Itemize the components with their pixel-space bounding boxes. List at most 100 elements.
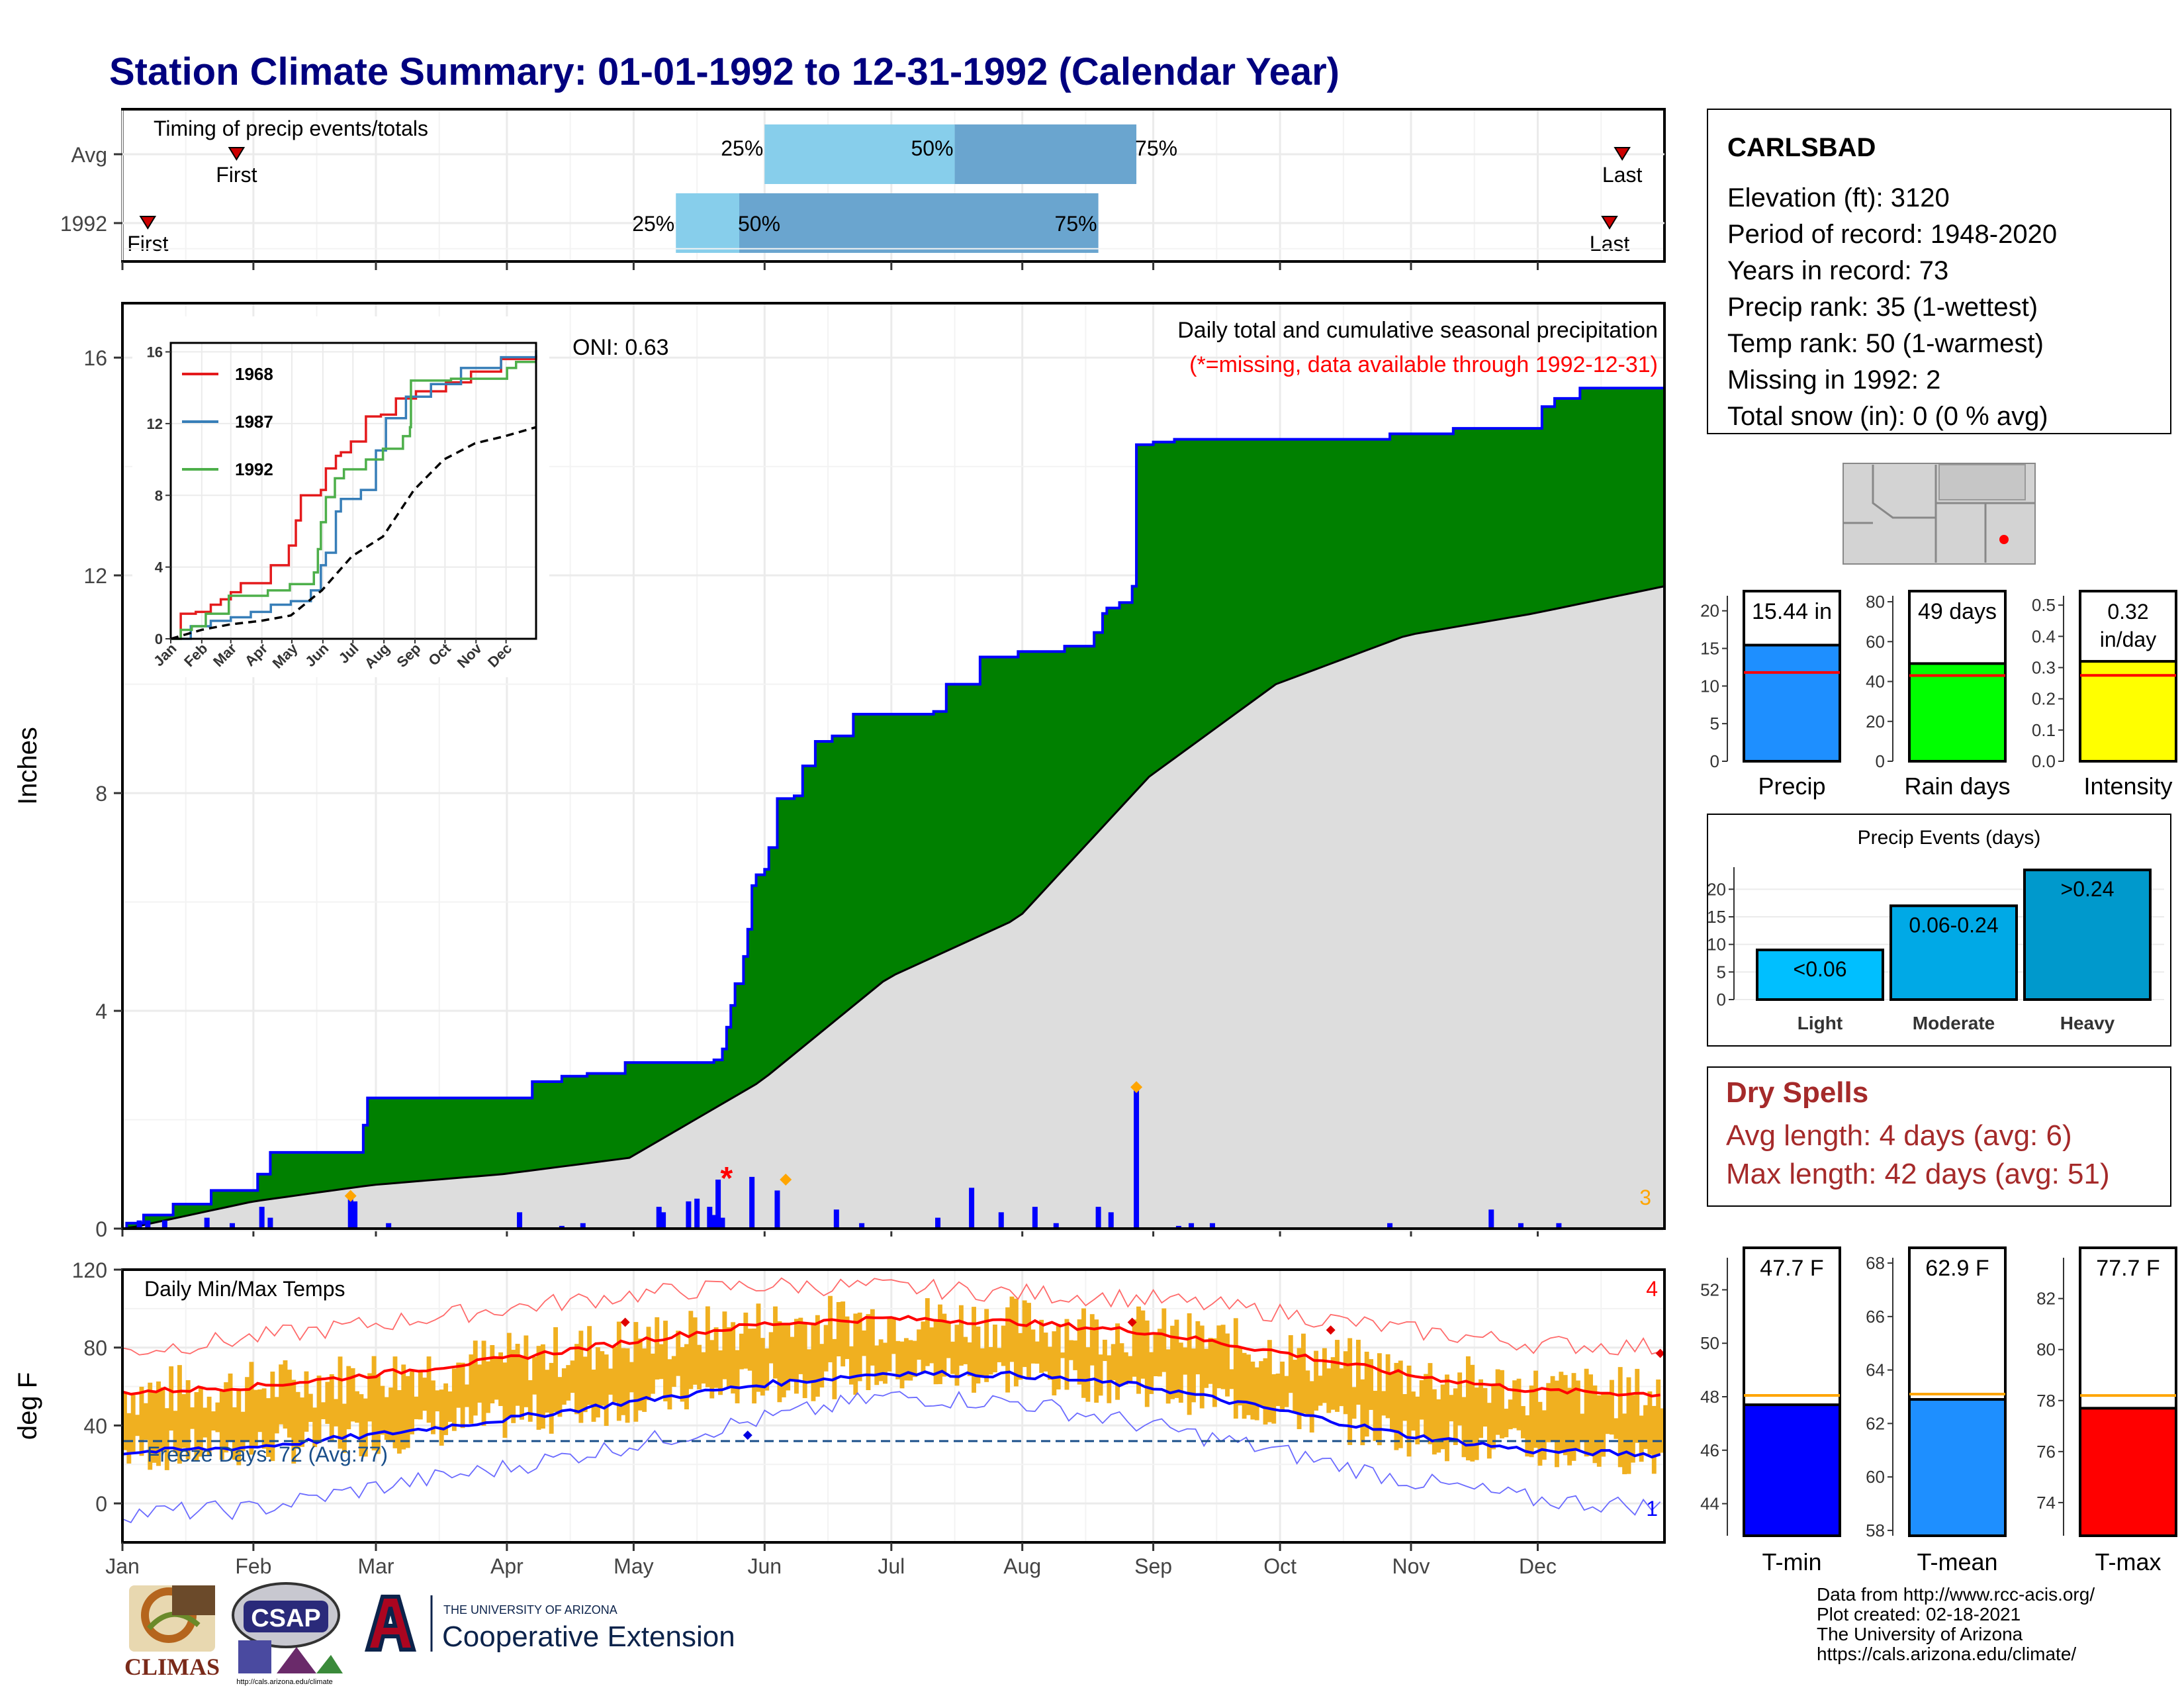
summary-tick-label: 50 [1700,1333,1719,1353]
daily-temp-bar [1491,1384,1496,1450]
daily-temp-bar [236,1389,242,1466]
daily-temp-bar [891,1317,896,1354]
daily-temp-bar [1504,1409,1509,1438]
month-label: Mar [357,1554,394,1578]
daily-precip-bar [969,1188,975,1229]
daily-temp-bar [1482,1387,1488,1427]
precip-events-panel: Precip Events (days) 0 5 10 15 20 <0.06 Light 0… [1707,814,2171,1047]
daily-temp-bar [376,1374,381,1454]
daily-temp-bar [1102,1339,1107,1362]
events-category-label: Heavy [2060,1013,2115,1033]
daily-temp-bar [1415,1396,1420,1444]
daily-temp-bar [1614,1418,1619,1439]
daily-temp-bar [667,1359,672,1410]
inset-tick-label-y: 0 [155,631,163,647]
daily-temp-bar [1140,1310,1146,1379]
footer-line: Data from http://www.rcc-acis.org/ [1817,1584,2095,1605]
events-tick-label: 20 [1707,879,1726,899]
daily-temp-bar [355,1391,359,1423]
daily-temp-bar [1301,1333,1306,1414]
daily-temp-bar [1555,1380,1559,1468]
freeze-label: Freeze Days: 72 (Avg:77) [147,1442,388,1466]
daily-precip-bar [1108,1212,1114,1229]
summary-tick-label: 80 [1866,592,1885,612]
daily-temp-bar [396,1389,402,1454]
station-info-line: Temp rank: 50 (1-warmest) [1727,329,2044,358]
daily-temp-bar [756,1303,761,1392]
station-info-line: Missing in 1992: 2 [1727,365,1940,395]
daily-temp-bar [899,1341,905,1389]
daily-temp-bar [1643,1405,1648,1449]
daily-temp-bar [595,1347,600,1418]
daily-temp-bar [747,1329,752,1371]
summary-tick-label: 40 [1866,672,1885,692]
daily-temp-bar [680,1347,685,1402]
daily-temp-bar [350,1368,355,1422]
daily-temp-bar [206,1396,212,1456]
daily-temp-bar [1212,1338,1217,1407]
daily-temp-bar [169,1366,174,1431]
daily-temp-bar [228,1373,233,1442]
daily-temp-bar [1060,1352,1066,1358]
daily-temp-bar [950,1341,956,1374]
daily-temp-bar [1656,1379,1661,1455]
daily-temp-bar [938,1304,942,1384]
station-name: CARLSBAD [1727,133,1876,162]
oni-label: ONI: 0.63 [572,335,669,360]
daily-temp-bar [574,1344,579,1415]
station-info-line: Elevation (ft): 3120 [1727,183,1950,212]
summary-value-label: in/day [2100,628,2156,651]
month-label: Aug [1003,1554,1041,1578]
daily-temp-bar [1309,1381,1314,1433]
summary-value-label: 15.44 in [1752,599,1832,624]
daily-temp-bar [1077,1319,1082,1385]
daily-temp-bar [1440,1384,1445,1450]
daily-temp-bar [502,1362,508,1438]
daily-temp-bar [1402,1393,1408,1421]
daily-temp-bar [1580,1413,1585,1440]
climas-text: CLIMAS [124,1654,220,1680]
summary-value-bar [2079,1407,2177,1537]
daily-temp-bar [958,1305,964,1366]
precip-ylabel: Inches [13,727,42,805]
daily-temp-bar [976,1326,981,1383]
summary-tick-label: 0.4 [2032,626,2056,646]
daily-temp-bar [578,1331,584,1423]
daily-temp-bar [811,1324,816,1401]
daily-temp-bar [929,1327,934,1364]
csap-url: http://cals.arizona.edu/climate [236,1678,333,1686]
daily-temp-bar [287,1370,292,1438]
daily-temp-bar [1651,1405,1657,1474]
inset-tick-label-y: 12 [147,416,163,432]
daily-temp-bar [1056,1324,1061,1389]
daily-temp-bar [1626,1377,1631,1474]
daily-temp-bar [848,1346,854,1385]
inset-series-line [171,355,537,640]
daily-precip-bar [1032,1207,1038,1229]
temp-max-count: 4 [1646,1277,1658,1301]
daily-temp-bar [1457,1372,1463,1426]
daily-temp-bar [1199,1325,1205,1409]
daily-temp-bar [515,1344,520,1406]
summary-tick-label: 20 [1700,601,1719,621]
daily-temp-bar [844,1316,850,1360]
daily-temp-bar [625,1348,630,1423]
daily-temp-bar [908,1340,913,1381]
events-title: Precip Events (days) [1858,827,2041,849]
events-bar [1889,904,2018,1002]
daily-temp-bar [224,1382,229,1453]
daily-temp-bar [798,1317,803,1374]
daily-temp-bar [802,1323,807,1399]
daily-temp-bar [739,1333,744,1370]
daily-temp-bar [1596,1395,1602,1467]
daily-temp-bar [1267,1340,1272,1423]
daily-temp-bar [1419,1380,1424,1420]
daily-temp-bar [841,1301,846,1367]
daily-temp-bar [431,1380,435,1434]
record-diamond-marker [1130,1081,1143,1094]
daily-precip-bar [136,1220,142,1229]
daily-temp-bar [456,1362,461,1408]
daily-temp-bar [878,1339,884,1382]
daily-temp-bar [1052,1331,1057,1395]
daily-temp-bar [160,1387,165,1452]
